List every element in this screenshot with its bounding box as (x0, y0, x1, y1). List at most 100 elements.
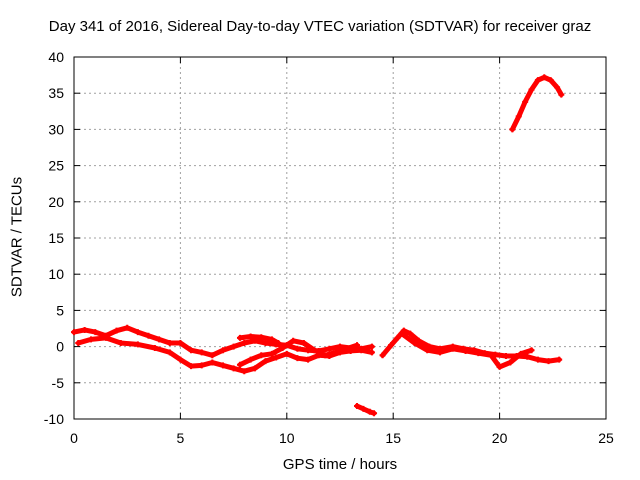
data-point (166, 349, 173, 356)
data-point (522, 98, 529, 105)
data-point (273, 354, 280, 361)
data-point (358, 347, 365, 354)
data-point (449, 345, 456, 352)
data-point (177, 356, 184, 363)
y-tick-label: 25 (48, 158, 64, 174)
data-point (517, 350, 524, 357)
x-tick-label: 25 (598, 430, 614, 446)
x-tick-label: 10 (279, 430, 295, 446)
data-point (283, 350, 290, 357)
data-point (371, 410, 378, 417)
data-point (300, 339, 307, 346)
data-point (268, 336, 275, 343)
x-tick-label: 15 (385, 430, 401, 446)
data-point (145, 332, 152, 339)
data-point (262, 339, 269, 346)
data-point (81, 326, 88, 333)
data-point (294, 345, 301, 352)
data-point (368, 349, 375, 356)
data-point (262, 358, 269, 365)
data-point (241, 368, 248, 375)
data-point (156, 336, 163, 343)
series-group (398, 330, 535, 370)
data-point (528, 86, 535, 93)
data-point (507, 359, 514, 366)
data-series (71, 74, 565, 417)
data-point (394, 334, 401, 341)
data-point (528, 347, 535, 354)
data-point (322, 352, 329, 359)
data-point (209, 352, 216, 359)
data-point (124, 324, 131, 331)
data-point (236, 361, 243, 368)
data-point (379, 352, 386, 359)
data-point (134, 329, 141, 336)
y-tick-label: 40 (48, 49, 64, 65)
data-point (247, 356, 254, 363)
data-point (496, 363, 503, 370)
y-tick-label: 20 (48, 194, 64, 210)
series-group (354, 402, 378, 417)
chart-title: Day 341 of 2016, Sidereal Day-to-day VTE… (48, 18, 592, 35)
data-point (294, 355, 301, 362)
data-point (258, 352, 265, 359)
series-line (399, 331, 534, 370)
data-point (198, 349, 205, 356)
data-point (311, 347, 318, 354)
data-point (71, 329, 77, 336)
data-point (88, 336, 95, 343)
data-point (75, 339, 82, 346)
axis-ticks: -10 -5 0 5 10 15 20 25 30 35 40 0 5 10 15 20 25 (44, 49, 614, 446)
data-point (558, 91, 565, 98)
series-group (236, 337, 361, 368)
data-point (177, 339, 184, 346)
series-group (236, 333, 282, 346)
data-point (219, 362, 226, 369)
y-tick-label: 0 (56, 339, 64, 355)
data-point (166, 339, 173, 346)
data-point (545, 358, 552, 365)
data-point (230, 365, 237, 372)
data-point (258, 334, 265, 341)
y-tick-label: 15 (48, 230, 64, 246)
series-line (509, 74, 564, 132)
x-tick-label: 20 (492, 430, 508, 446)
data-point (188, 347, 195, 354)
data-point (247, 333, 254, 340)
data-point (198, 362, 205, 369)
data-point (360, 405, 367, 412)
data-point (279, 345, 286, 352)
data-point (275, 339, 282, 346)
data-point (462, 347, 469, 354)
data-point (102, 334, 109, 341)
data-point (151, 345, 158, 352)
data-point (92, 329, 99, 336)
data-point (188, 363, 195, 370)
y-tick-label: 30 (48, 121, 64, 137)
data-point (475, 350, 482, 357)
y-tick-label: -5 (52, 375, 65, 391)
x-axis-label: GPS time / hours (282, 456, 398, 473)
data-point (407, 330, 414, 337)
data-point (424, 347, 431, 354)
series-group (379, 327, 563, 365)
data-point (354, 342, 361, 349)
data-point (524, 353, 531, 360)
data-point (556, 356, 563, 363)
data-point (509, 126, 516, 133)
data-point (117, 339, 124, 346)
data-point (332, 349, 339, 356)
data-point (488, 352, 495, 359)
data-point (268, 350, 275, 357)
data-point (219, 347, 226, 354)
data-point (326, 345, 333, 352)
data-point (305, 356, 312, 363)
data-point (343, 345, 350, 352)
data-point (290, 337, 297, 344)
data-point (411, 339, 418, 346)
y-tick-label: 35 (48, 85, 64, 101)
y-tick-label: 10 (48, 266, 64, 282)
data-point (554, 84, 561, 91)
data-point (398, 330, 405, 337)
